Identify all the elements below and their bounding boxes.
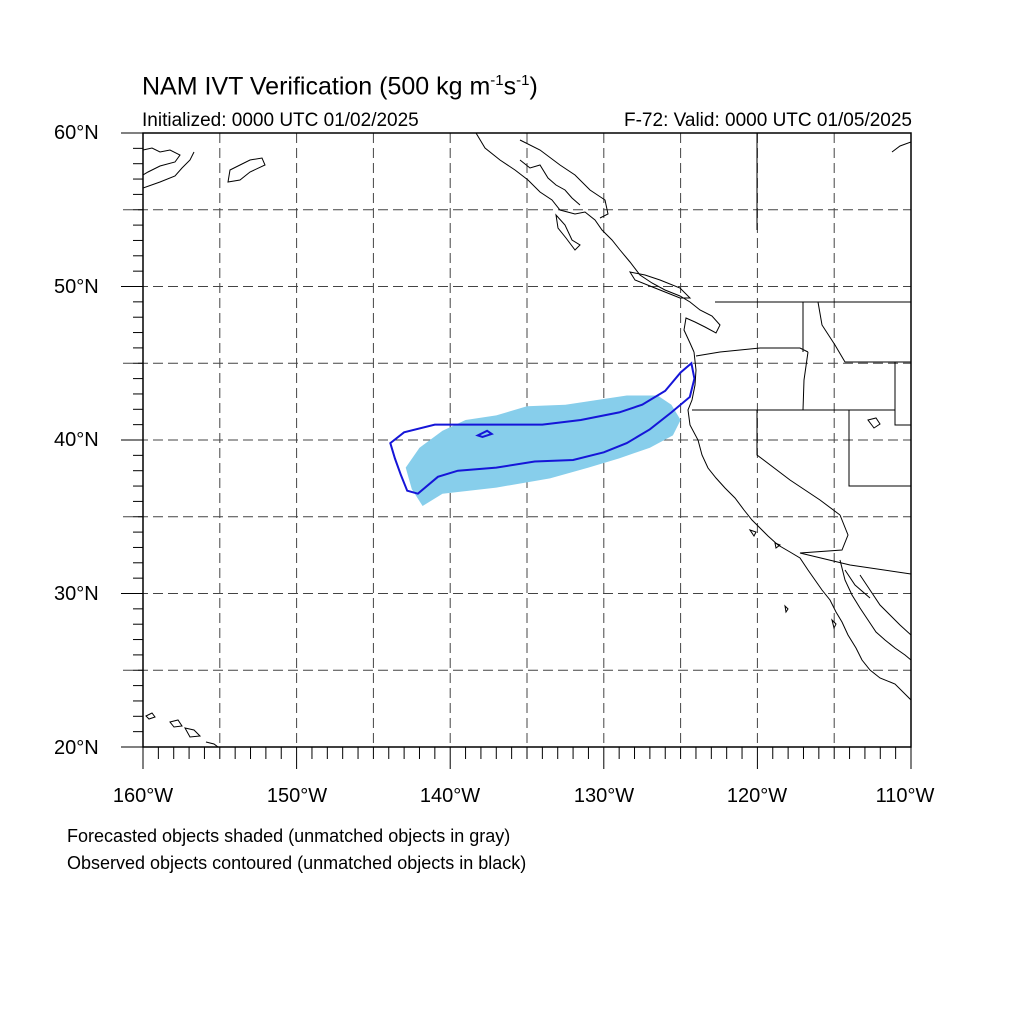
- observed-legend-note: Observed objects contoured (unmatched ob…: [67, 853, 527, 873]
- lon-label-110w: 110°W: [875, 785, 935, 807]
- forecast-legend-note: Forecasted objects shaded (unmatched obj…: [67, 826, 511, 846]
- lat-label-40n: 40°N: [54, 429, 99, 451]
- coastlines: [143, 133, 911, 747]
- lon-label-130w: 130°W: [573, 785, 635, 807]
- initialized-label: Initialized: 0000 UTC 01/02/2025: [142, 110, 419, 131]
- lon-label-140w: 140°W: [419, 785, 481, 807]
- lon-label-160w: 160°W: [112, 785, 174, 807]
- valid-time-label: F-72: Valid: 0000 UTC 01/05/2025: [624, 110, 912, 131]
- observed-object-small-contour: [475, 429, 494, 438]
- lat-label-60n: 60°N: [54, 122, 99, 144]
- lon-label-150w: 150°W: [266, 785, 328, 807]
- map-title: NAM IVT Verification (500 kg m-1s-1): [142, 72, 538, 101]
- lat-label-30n: 30°N: [54, 583, 99, 605]
- political-borders: [692, 133, 911, 599]
- observed-object-contour: [389, 361, 696, 495]
- lat-label-20n: 20°N: [54, 737, 99, 759]
- axis-ticks: [121, 132, 912, 769]
- lon-label-120w: 120°W: [726, 785, 788, 807]
- lat-label-50n: 50°N: [54, 276, 99, 298]
- forecast-object-shading: [405, 395, 681, 506]
